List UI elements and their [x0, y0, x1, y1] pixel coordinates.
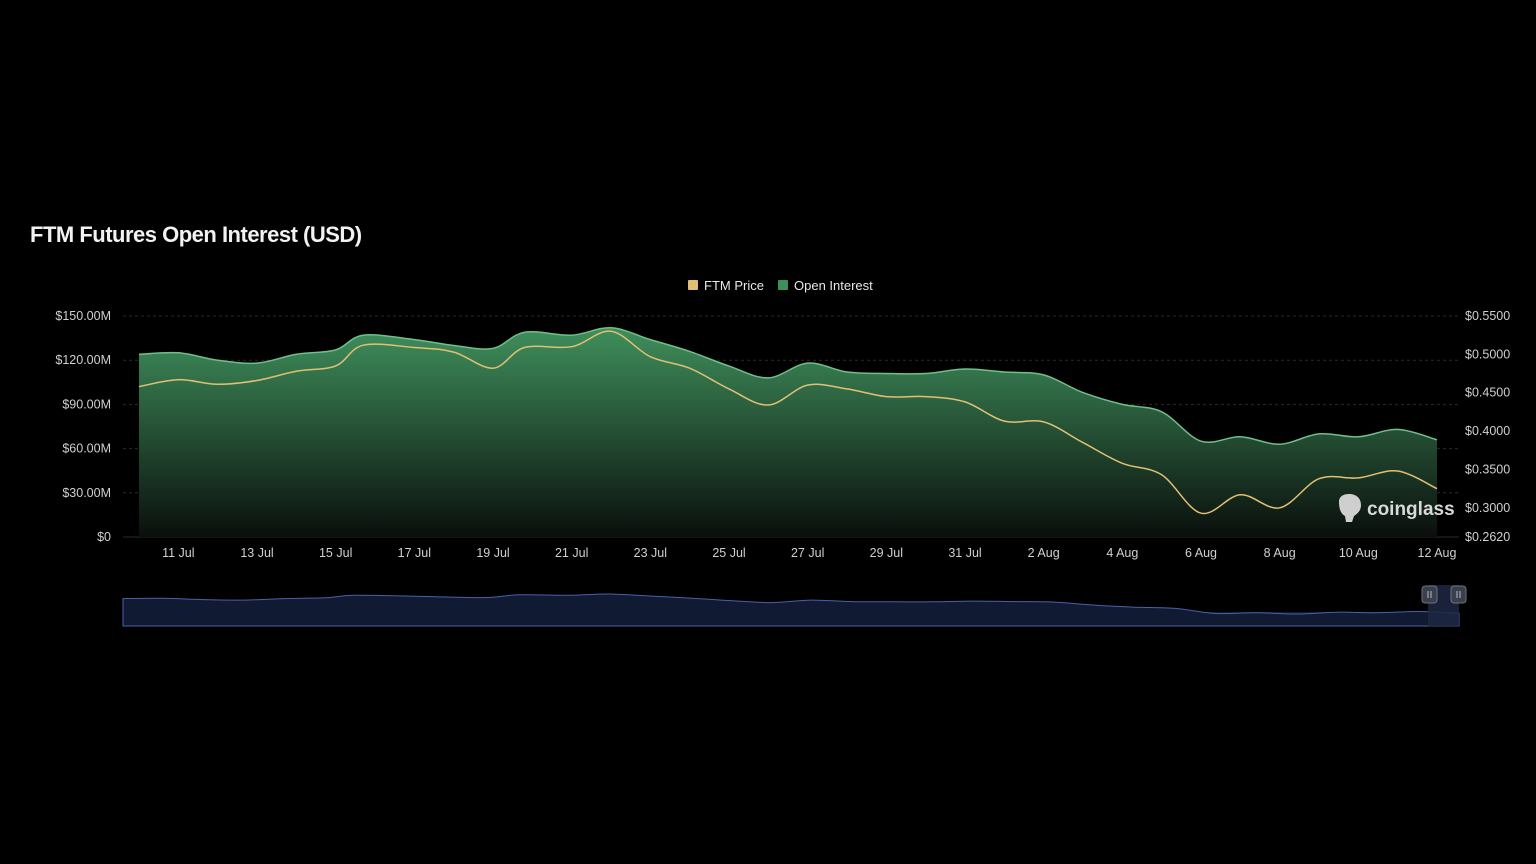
coinglass-wordmark: coinglass	[1367, 499, 1455, 520]
legend-item-open-interest[interactable]: Open Interest	[778, 278, 873, 293]
x-tick-label: 17 Jul	[398, 546, 431, 560]
x-tick-label: 15 Jul	[319, 546, 352, 560]
right-tick-label: $0.3500	[1465, 462, 1510, 476]
x-tick-label: 12 Aug	[1418, 546, 1457, 560]
x-tick-label: 19 Jul	[476, 546, 509, 560]
right-tick-label: $0.4500	[1465, 386, 1510, 400]
right-tick-label: $0.5500	[1465, 309, 1510, 323]
legend-item-ftm-price[interactable]: FTM Price	[688, 278, 764, 293]
x-tick-label: 6 Aug	[1185, 546, 1217, 560]
left-tick-label: $0	[97, 530, 111, 544]
x-tick-label: 10 Aug	[1339, 546, 1378, 560]
x-tick-label: 27 Jul	[791, 546, 824, 560]
left-tick-label: $90.00M	[62, 397, 111, 411]
left-tick-label: $150.00M	[55, 309, 111, 323]
legend-label-ftm-price: FTM Price	[704, 278, 764, 293]
legend[interactable]: FTM Price Open Interest	[688, 278, 873, 293]
navigator-left-handle[interactable]	[1421, 585, 1438, 604]
coinglass-watermark: coinglass	[1339, 494, 1455, 522]
x-tick-label: 21 Jul	[555, 546, 588, 560]
range-navigator[interactable]	[122, 585, 1467, 627]
x-tick-label: 13 Jul	[240, 546, 273, 560]
open-interest-line[interactable]	[138, 327, 1438, 445]
navigator-right-handle[interactable]	[1450, 585, 1467, 604]
x-tick-label: 29 Jul	[870, 546, 903, 560]
open-interest-series[interactable]	[138, 327, 1438, 537]
right-tick-label: $0.2620	[1465, 530, 1510, 544]
ftm-price-series[interactable]	[138, 330, 1438, 515]
x-tick-label: 23 Jul	[634, 546, 667, 560]
x-tick-label: 11 Jul	[162, 546, 194, 560]
ftm-price-line[interactable]	[138, 330, 1438, 515]
x-tick-label: 25 Jul	[712, 546, 745, 560]
legend-swatch-ftm-price	[688, 280, 698, 290]
x-axis: 11 Jul 13 Jul 15 Jul 17 Jul 19 Jul 21 Jul 23 J…	[162, 546, 1456, 560]
open-interest-area[interactable]	[139, 327, 1437, 537]
coinglass-logo-icon	[1339, 494, 1361, 522]
x-tick-label: 2 Aug	[1028, 546, 1060, 560]
left-axis: $0 $30.00M $60.00M $90.00M $120.00M $150.00M	[55, 309, 111, 544]
x-tick-label: 8 Aug	[1264, 546, 1296, 560]
right-tick-label: $0.5000	[1465, 347, 1510, 361]
left-tick-label: $30.00M	[62, 486, 111, 500]
left-tick-label: $60.00M	[62, 442, 111, 456]
right-tick-label: $0.3000	[1465, 501, 1510, 515]
legend-swatch-open-interest	[778, 280, 788, 290]
x-tick-label: 31 Jul	[948, 546, 981, 560]
left-tick-label: $120.00M	[55, 353, 111, 367]
right-axis: $0.2620 $0.3000 $0.3500 $0.4000 $0.4500 $0.50…	[1465, 309, 1510, 544]
right-tick-label: $0.4000	[1465, 424, 1510, 438]
navigator-overview-area	[122, 593, 1460, 627]
legend-label-open-interest: Open Interest	[794, 278, 873, 293]
chart-title: FTM Futures Open Interest (USD)	[30, 222, 362, 247]
x-tick-label: 4 Aug	[1106, 546, 1138, 560]
